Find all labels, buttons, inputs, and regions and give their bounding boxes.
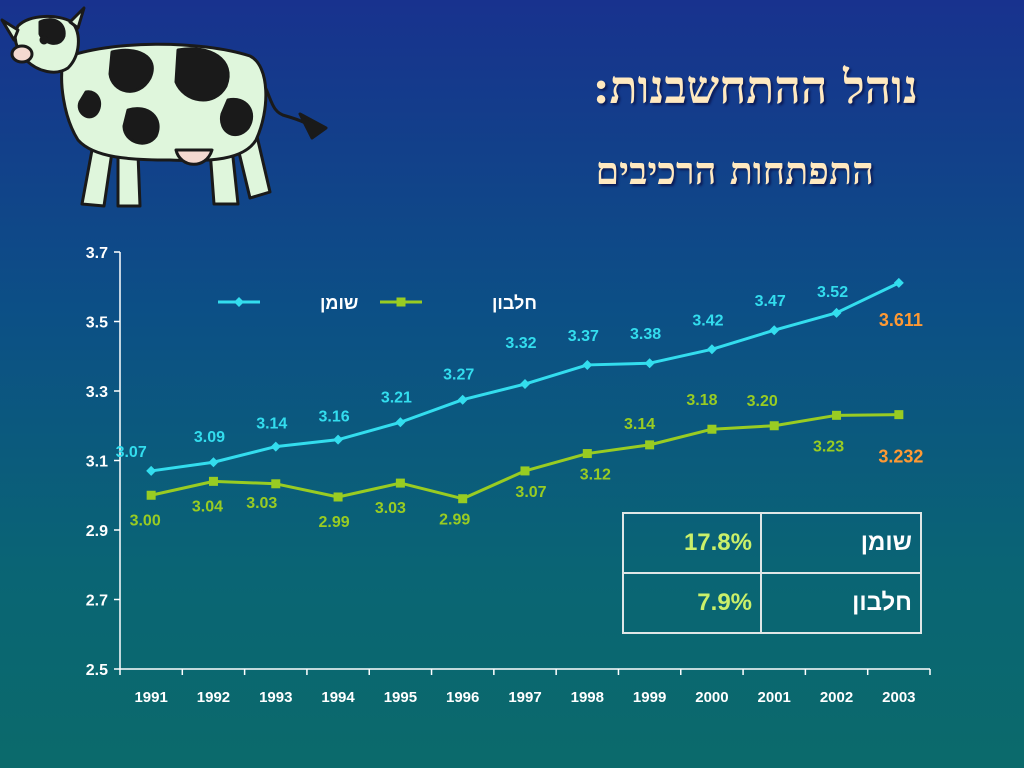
protein-data-label: 3.04 (192, 498, 223, 515)
legend-fat-marker (234, 297, 244, 307)
protein-data-label: 3.03 (246, 495, 277, 512)
protein-data-label: 2.99 (439, 512, 470, 529)
x-tick-label: 2001 (758, 689, 791, 706)
legend-protein-label: חלבון (492, 293, 537, 313)
protein-data-point (208, 476, 218, 486)
y-tick-label: 2.5 (86, 662, 108, 679)
legend-protein-marker (396, 297, 406, 307)
legend-fat-label: שומן (320, 293, 358, 313)
change-summary-table: 17.8% שומן 7.9% חלבון (622, 512, 922, 634)
protein-data-point (333, 492, 343, 502)
protein-data-label: 3.14 (624, 416, 655, 433)
slide-title: נוהל ההתחשבנות: (592, 60, 918, 114)
protein-row-label: חלבון (760, 572, 922, 634)
protein-change-value: 7.9% (622, 572, 762, 634)
slide-subtitle: התפתחות הרכיבים (595, 148, 874, 193)
protein-data-label: 3.23 (813, 438, 844, 455)
y-tick-label: 3.1 (86, 454, 108, 471)
protein-data-point (645, 440, 655, 450)
fat-data-point (270, 441, 281, 452)
y-tick-label: 2.9 (86, 523, 108, 540)
fat-data-point (208, 457, 219, 468)
protein-data-label: 3.07 (515, 484, 546, 501)
protein-data-label: 3.232 (878, 447, 923, 467)
x-tick-label: 1996 (446, 689, 479, 706)
fat-data-label: 3.09 (194, 429, 225, 446)
fat-data-point (706, 344, 717, 355)
fat-data-label: 3.16 (319, 409, 350, 426)
cow-logo (0, 6, 328, 208)
x-tick-label: 1998 (571, 689, 604, 706)
y-tick-label: 2.7 (86, 593, 108, 610)
protein-data-point (769, 421, 779, 431)
fat-data-label: 3.27 (443, 367, 474, 384)
x-tick-label: 2003 (882, 689, 915, 706)
protein-data-label: 3.12 (580, 467, 611, 484)
protein-data-label: 3.03 (375, 500, 406, 517)
fat-data-point (333, 434, 344, 445)
x-tick-label: 1992 (197, 689, 230, 706)
x-tick-label: 1991 (134, 689, 167, 706)
fat-data-point (395, 417, 406, 428)
x-tick-label: 1995 (384, 689, 417, 706)
fat-data-label: 3.611 (879, 310, 923, 330)
fat-data-point (893, 277, 904, 288)
protein-data-point (707, 424, 717, 434)
fat-data-label: 3.42 (692, 312, 723, 329)
protein-data-point (146, 490, 156, 500)
x-tick-label: 1994 (321, 689, 355, 706)
protein-data-label: 2.99 (319, 514, 350, 531)
protein-data-label: 3.18 (686, 392, 717, 409)
fat-data-point (831, 307, 842, 318)
fat-data-label: 3.14 (256, 416, 287, 433)
protein-data-point (832, 410, 842, 420)
table-row: 17.8% שומן (622, 512, 922, 574)
x-tick-label: 2000 (695, 689, 728, 706)
protein-data-point (458, 494, 468, 504)
table-row: 7.9% חלבון (622, 572, 922, 634)
protein-data-label: 3.00 (130, 512, 161, 529)
fat-data-label: 3.47 (755, 293, 786, 310)
fat-data-label: 3.21 (381, 389, 412, 406)
fat-data-point (644, 358, 655, 369)
x-tick-label: 1999 (633, 689, 666, 706)
fat-change-value: 17.8% (622, 512, 762, 574)
fat-data-label: 3.52 (817, 284, 848, 301)
x-tick-label: 1993 (259, 689, 292, 706)
fat-data-point (769, 325, 780, 336)
protein-data-point (582, 449, 592, 459)
fat-data-point (457, 394, 468, 405)
fat-data-label: 3.32 (505, 335, 536, 352)
protein-data-label: 3.20 (747, 393, 778, 410)
y-tick-label: 3.3 (86, 384, 108, 401)
protein-data-point (271, 479, 281, 489)
x-tick-label: 1997 (508, 689, 541, 706)
fat-data-label: 3.07 (116, 444, 147, 461)
fat-data-label: 3.38 (630, 326, 661, 343)
protein-data-point (520, 466, 530, 476)
fat-data-point (582, 359, 593, 370)
protein-data-point (894, 410, 904, 420)
y-tick-label: 3.5 (86, 315, 108, 332)
protein-data-point (395, 478, 405, 488)
y-tick-label: 3.7 (86, 245, 108, 262)
fat-data-point (146, 465, 157, 476)
fat-data-label: 3.37 (568, 328, 599, 345)
fat-data-point (520, 379, 530, 390)
fat-row-label: שומן (760, 512, 922, 574)
x-tick-label: 2002 (820, 689, 853, 706)
